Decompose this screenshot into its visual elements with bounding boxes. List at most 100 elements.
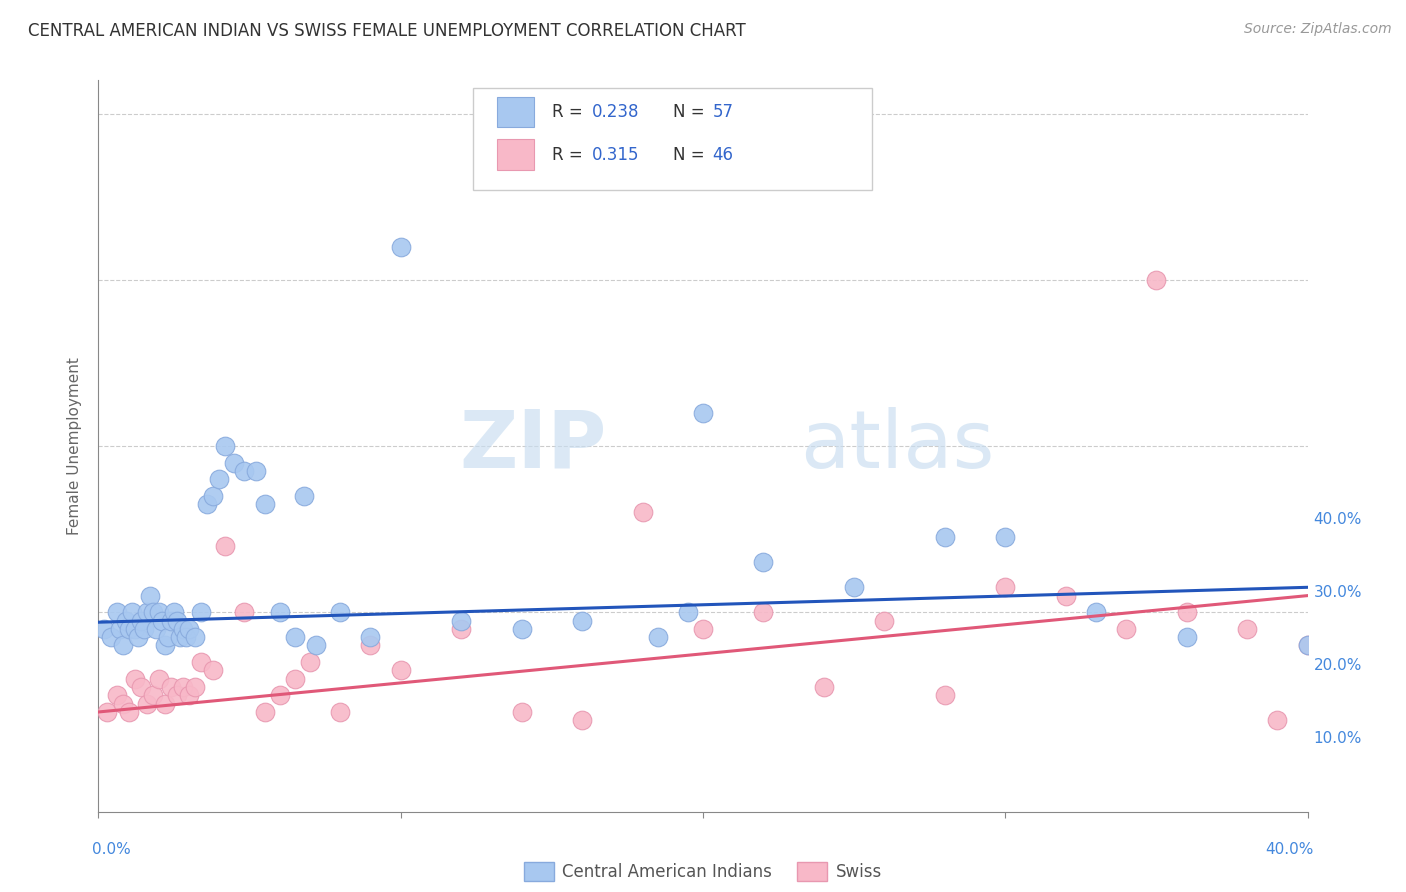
Point <box>1236 622 1258 636</box>
Point <box>93 622 115 636</box>
Point <box>172 680 194 694</box>
Point <box>135 697 157 711</box>
Point <box>299 655 322 669</box>
Text: 10.0%: 10.0% <box>1313 731 1362 746</box>
Text: 0.238: 0.238 <box>592 103 640 121</box>
Point <box>253 497 276 511</box>
Text: 46: 46 <box>713 145 734 164</box>
Point <box>145 622 167 636</box>
Text: R =: R = <box>551 103 588 121</box>
Point <box>571 714 593 728</box>
Point <box>177 689 201 703</box>
Text: 57: 57 <box>713 103 734 121</box>
Point <box>135 605 157 619</box>
Point <box>284 672 307 686</box>
Text: 30.0%: 30.0% <box>1313 585 1362 599</box>
Point <box>232 464 254 478</box>
Point <box>148 672 170 686</box>
Point <box>139 589 162 603</box>
Point <box>160 614 183 628</box>
Point <box>360 639 382 653</box>
Point <box>202 664 225 678</box>
Legend: Central American Indians, Swiss: Central American Indians, Swiss <box>517 855 889 888</box>
Point <box>284 630 307 644</box>
FancyBboxPatch shape <box>498 139 534 170</box>
Point <box>148 605 170 619</box>
Point <box>873 614 896 628</box>
Text: 20.0%: 20.0% <box>1313 658 1362 673</box>
Point <box>153 639 176 653</box>
Point <box>571 614 593 628</box>
Point <box>676 605 699 619</box>
Point <box>1296 639 1319 653</box>
Point <box>150 614 173 628</box>
Point <box>1265 714 1288 728</box>
Text: ZIP: ZIP <box>458 407 606 485</box>
Point <box>214 439 236 453</box>
Point <box>127 630 149 644</box>
Text: 0.0%: 0.0% <box>93 842 131 857</box>
Point <box>156 630 179 644</box>
Point <box>1175 630 1198 644</box>
Point <box>752 555 775 569</box>
Point <box>1115 622 1137 636</box>
Text: 40.0%: 40.0% <box>1265 842 1313 857</box>
Point <box>174 630 197 644</box>
Point <box>129 680 152 694</box>
Point <box>124 672 146 686</box>
Point <box>1296 639 1319 653</box>
Point <box>121 605 143 619</box>
Point <box>692 622 714 636</box>
Point <box>1175 605 1198 619</box>
Point <box>224 456 246 470</box>
Point <box>450 614 472 628</box>
Text: N =: N = <box>672 103 710 121</box>
Point <box>1054 589 1077 603</box>
Point <box>450 622 472 636</box>
Point <box>142 605 165 619</box>
Point <box>190 605 212 619</box>
Point <box>111 697 134 711</box>
Point <box>100 630 122 644</box>
Point <box>245 464 267 478</box>
Point <box>269 689 291 703</box>
Point <box>108 622 131 636</box>
Text: 0.315: 0.315 <box>592 145 640 164</box>
Point <box>994 530 1017 544</box>
Point <box>166 614 188 628</box>
Point <box>105 605 128 619</box>
Point <box>177 622 201 636</box>
Point <box>132 622 155 636</box>
Point <box>329 605 352 619</box>
Point <box>292 489 315 503</box>
Point <box>360 630 382 644</box>
Point <box>160 680 183 694</box>
Point <box>692 406 714 420</box>
FancyBboxPatch shape <box>498 96 534 128</box>
Point <box>111 639 134 653</box>
Point <box>269 605 291 619</box>
Point <box>232 605 254 619</box>
Point <box>510 705 533 719</box>
Point <box>631 506 654 520</box>
Point <box>752 605 775 619</box>
Point <box>169 630 191 644</box>
Point <box>166 689 188 703</box>
Point <box>253 705 276 719</box>
Point <box>124 622 146 636</box>
Text: Source: ZipAtlas.com: Source: ZipAtlas.com <box>1244 22 1392 37</box>
Point <box>172 622 194 636</box>
Text: 40.0%: 40.0% <box>1313 512 1362 526</box>
Point <box>195 497 218 511</box>
Point <box>105 689 128 703</box>
Text: atlas: atlas <box>800 407 994 485</box>
Point <box>994 580 1017 594</box>
Point <box>96 705 118 719</box>
Point <box>934 530 956 544</box>
Point <box>208 472 231 486</box>
Text: R =: R = <box>551 145 588 164</box>
Point <box>1357 680 1379 694</box>
Y-axis label: Female Unemployment: Female Unemployment <box>67 357 83 535</box>
Point <box>329 705 352 719</box>
Point <box>118 622 141 636</box>
